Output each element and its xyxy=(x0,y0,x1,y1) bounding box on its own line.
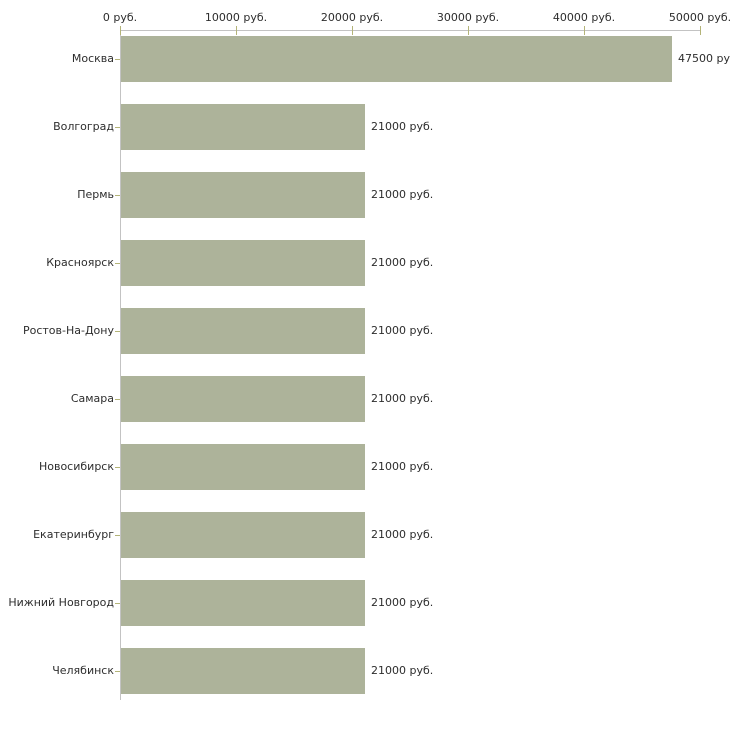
category-tick xyxy=(115,399,120,400)
bar xyxy=(121,376,365,422)
category-tick xyxy=(115,535,120,536)
category-tick xyxy=(115,263,120,264)
value-label: 21000 руб. xyxy=(371,460,434,473)
x-axis-line xyxy=(120,30,700,31)
bar xyxy=(121,36,672,82)
category-label: Челябинск xyxy=(52,664,114,677)
bar xyxy=(121,580,365,626)
x-axis-tick-label: 30000 руб. xyxy=(436,11,500,24)
x-axis-tick xyxy=(700,26,701,35)
category-label: Москва xyxy=(71,52,114,65)
value-label: 21000 руб. xyxy=(371,324,434,337)
category-label: Волгоград xyxy=(53,120,114,133)
category-label: Пермь xyxy=(77,188,114,201)
bar xyxy=(121,104,365,150)
y-axis-line xyxy=(120,30,121,700)
x-axis-tick-label: 0 руб. xyxy=(102,11,138,24)
category-label: Новосибирск xyxy=(38,460,114,473)
category-tick xyxy=(115,603,120,604)
category-tick xyxy=(115,127,120,128)
category-label: Ростов-На-Дону xyxy=(22,324,114,337)
x-axis-tick xyxy=(468,26,469,35)
category-label: Самара xyxy=(70,392,114,405)
category-label: Нижний Новгород xyxy=(8,596,114,609)
value-label: 21000 руб. xyxy=(371,256,434,269)
value-label: 21000 руб. xyxy=(371,596,434,609)
x-axis-tick xyxy=(352,26,353,35)
value-label: 21000 руб. xyxy=(371,392,434,405)
category-label: Екатеринбург xyxy=(33,528,114,541)
value-label: 21000 руб. xyxy=(371,188,434,201)
bar xyxy=(121,648,365,694)
category-tick xyxy=(115,59,120,60)
bar xyxy=(121,240,365,286)
x-axis-tick-label: 10000 руб. xyxy=(204,11,268,24)
x-axis-tick xyxy=(120,26,121,35)
category-tick xyxy=(115,331,120,332)
category-tick xyxy=(115,195,120,196)
x-axis-tick-label: 20000 руб. xyxy=(320,11,384,24)
value-label: 21000 руб. xyxy=(371,664,434,677)
category-label: Красноярск xyxy=(46,256,114,269)
x-axis-tick-label: 40000 руб. xyxy=(552,11,616,24)
bar xyxy=(121,444,365,490)
x-axis-tick-label: 50000 руб. xyxy=(668,11,730,24)
x-axis-tick xyxy=(236,26,237,35)
value-label: 47500 руб. xyxy=(678,52,730,65)
bar xyxy=(121,512,365,558)
x-axis-tick xyxy=(584,26,585,35)
category-tick xyxy=(115,467,120,468)
bar xyxy=(121,308,365,354)
value-label: 21000 руб. xyxy=(371,528,434,541)
category-tick xyxy=(115,671,120,672)
value-label: 21000 руб. xyxy=(371,120,434,133)
bar xyxy=(121,172,365,218)
